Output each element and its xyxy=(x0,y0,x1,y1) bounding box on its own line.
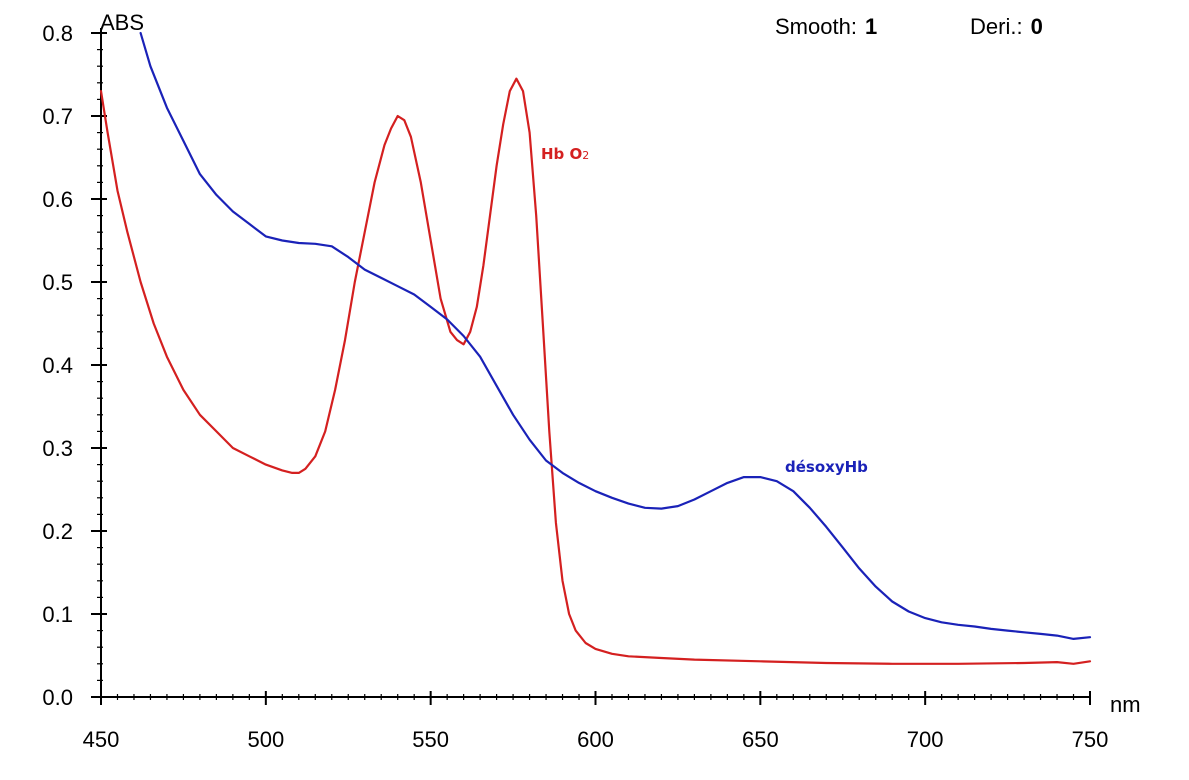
smooth-label: Smooth: xyxy=(775,14,857,39)
series-label-hbo2: Hb O2 xyxy=(541,145,589,163)
y-tick-label: 0.2 xyxy=(42,519,73,544)
y-tick-label: 0.7 xyxy=(42,104,73,129)
series-label-hbo2-sub: 2 xyxy=(582,149,589,162)
x-tick-label: 550 xyxy=(412,727,449,752)
y-axis-label: ABS xyxy=(100,10,144,35)
deri-readout: Deri.: 0 xyxy=(970,14,1043,39)
series-line-hbo2 xyxy=(99,77,1092,665)
smooth-readout: Smooth: 1 xyxy=(775,14,877,39)
y-tick-label: 0.1 xyxy=(42,602,73,627)
x-tick-label: 450 xyxy=(83,727,120,752)
x-tick-label: 750 xyxy=(1072,727,1109,752)
y-tick-label: 0.5 xyxy=(42,270,73,295)
x-tick-label: 700 xyxy=(907,727,944,752)
y-tick-label: 0.6 xyxy=(42,187,73,212)
axes xyxy=(100,28,1090,698)
series-line-desoxyhb xyxy=(139,31,1092,640)
x-tick-label: 600 xyxy=(577,727,614,752)
x-axis-label: nm xyxy=(1110,692,1141,717)
series-label-desoxyhb: désoxyHb xyxy=(785,458,868,476)
deri-value: 0 xyxy=(1031,14,1043,39)
y-tick-label: 0.8 xyxy=(42,21,73,46)
smooth-value: 1 xyxy=(865,14,877,39)
series-label-hbo2-main: Hb O xyxy=(541,145,582,163)
series-group xyxy=(99,31,1092,665)
x-tick-label: 500 xyxy=(247,727,284,752)
ticks: 0.0 0.1 0.2 0.3 0.4 0.5 0.6 0.7 0.8 450 500 550 600 6… xyxy=(42,21,1108,752)
x-tick-label: 650 xyxy=(742,727,779,752)
y-tick-label: 0.4 xyxy=(42,353,73,378)
deri-label: Deri.: xyxy=(970,14,1023,39)
y-tick-label: 0.0 xyxy=(42,685,73,710)
y-tick-label: 0.3 xyxy=(42,436,73,461)
